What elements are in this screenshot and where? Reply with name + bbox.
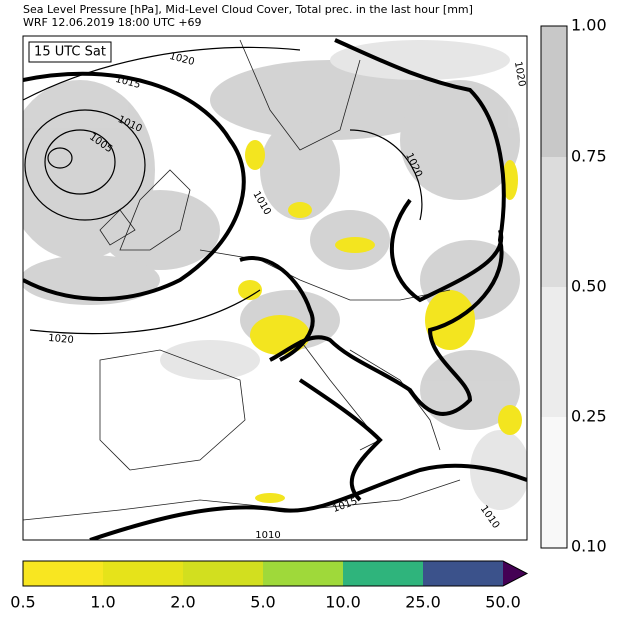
subtitle: WRF 12.06.2019 18:00 UTC +69 [23,16,202,29]
precip-tick-label: 5.0 [250,593,275,612]
cloud-tick-label: 0.50 [571,277,607,296]
cloud-tick-label: 0.25 [571,407,607,426]
precip-colorbar: 0.5 1.0 2.0 5.0 10.0 25.0 50.0 [10,560,529,612]
precip-tick-label: 25.0 [405,593,441,612]
isobar-label: 1020 [512,61,527,88]
precip-tick-label: 0.5 [10,593,35,612]
isobar-label: 1010 [255,530,280,541]
precip-tick-label: 10.0 [325,593,361,612]
cloud-tick-label: 0.75 [571,147,607,166]
cloud-tick-label: 1.00 [571,16,607,35]
precip-tick-label: 50.0 [485,593,521,612]
title: Sea Level Pressure [hPa], Mid-Level Clou… [23,3,473,16]
time-box [28,41,112,63]
time-label: 15 UTC Sat [34,45,106,60]
map [23,36,527,540]
cloud-colorbar: 1.00 0.75 0.50 0.25 0.10 [540,16,607,556]
precip-tick-label: 1.0 [90,593,115,612]
precip-tick-label: 2.0 [170,593,195,612]
map-frame [22,35,528,541]
isobar-label: 1020 [48,333,74,346]
cloud-tick-label: 0.10 [571,537,607,556]
